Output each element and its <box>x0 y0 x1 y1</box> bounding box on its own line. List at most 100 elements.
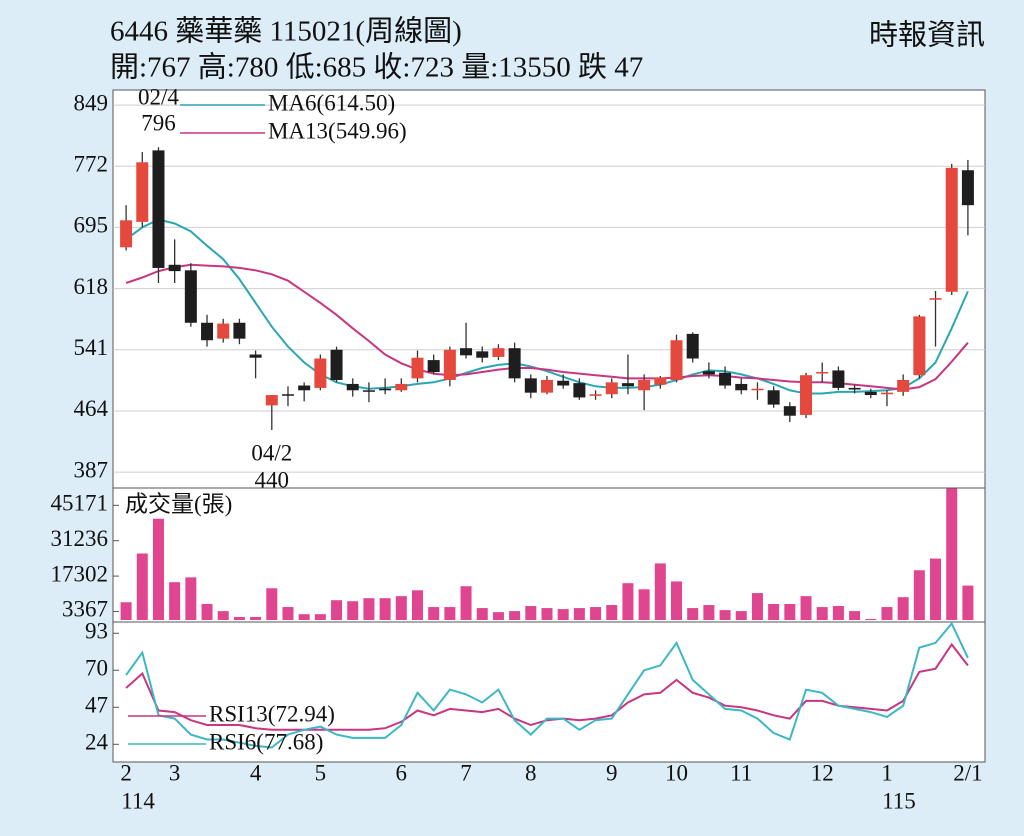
candle-body <box>395 383 408 391</box>
legend-label: MA6(614.50) <box>268 90 395 115</box>
y-tick-label: 70 <box>85 656 108 681</box>
candle-body <box>249 354 262 358</box>
candle-body <box>168 264 181 272</box>
candle-body <box>913 316 926 376</box>
volume-bar <box>411 590 423 620</box>
candle-body <box>346 383 359 391</box>
volume-bar <box>152 518 164 620</box>
candle-body <box>557 380 570 386</box>
x-tick-label: 7 <box>460 760 472 785</box>
y-tick-label: 93 <box>85 619 108 644</box>
volume-bar <box>913 570 925 620</box>
volume-bar <box>444 607 456 620</box>
candle-body <box>443 349 456 380</box>
candle-body <box>605 382 618 395</box>
x-year-label: 115 <box>882 788 916 813</box>
volume-bar <box>800 596 812 620</box>
candle-body <box>848 387 861 390</box>
volume-bar <box>606 605 618 620</box>
volume-bar <box>250 616 262 620</box>
x-tick-label: 2/1 <box>953 760 982 785</box>
volume-bar <box>573 608 585 620</box>
rsi-line <box>125 621 969 749</box>
volume-bar <box>541 608 553 620</box>
volume-bar <box>751 593 763 620</box>
candle-body <box>265 395 278 406</box>
y-tick-label: 772 <box>74 152 109 177</box>
candle-body <box>783 406 796 416</box>
candle-body <box>281 394 294 396</box>
volume-bar <box>816 607 828 620</box>
volume-bar <box>379 598 391 620</box>
plot-frame <box>112 89 986 763</box>
candle-body <box>314 358 327 388</box>
volume-bar <box>962 585 974 620</box>
candle-body <box>233 322 246 339</box>
ma-line <box>125 263 969 391</box>
candle-body <box>832 370 845 388</box>
annotation-value: 796 <box>141 110 176 135</box>
y-tick-label: 47 <box>85 693 108 718</box>
volume-bar <box>832 606 844 620</box>
candle-body <box>670 340 683 380</box>
candle-body <box>427 360 440 373</box>
candle-body <box>524 378 537 393</box>
y-tick-label: 24 <box>85 730 109 755</box>
candle-body <box>816 372 829 374</box>
x-year-label: 114 <box>121 788 155 813</box>
candle-body <box>589 394 602 396</box>
volume-bar <box>363 598 375 620</box>
volume-bar <box>185 577 197 620</box>
y-tick-label: 464 <box>74 396 109 421</box>
candle-body <box>184 270 197 323</box>
volume-bar <box>136 553 148 620</box>
annotation-value: 440 <box>255 467 290 492</box>
x-tick-label: 3 <box>169 760 181 785</box>
ma-line <box>125 218 969 395</box>
volume-bar <box>266 588 278 620</box>
legend-label: MA13(549.96) <box>268 118 407 143</box>
candle-body <box>379 388 392 391</box>
volume-bar <box>428 607 440 620</box>
volume-bar <box>865 618 877 620</box>
volume-bar <box>930 558 942 620</box>
volume-bar <box>492 612 504 620</box>
x-tick-label: 1 <box>881 760 893 785</box>
candle-body <box>411 357 424 379</box>
rsi-line <box>125 642 969 731</box>
y-tick-label: 849 <box>74 90 109 115</box>
volume-bar <box>282 607 294 620</box>
candle-body <box>929 298 942 300</box>
x-tick-label: 11 <box>730 760 752 785</box>
candle-body <box>767 390 780 405</box>
annotation-date: 04/2 <box>251 440 292 465</box>
candle-body <box>362 390 375 392</box>
volume-bar <box>654 563 666 620</box>
candle-body <box>201 322 214 341</box>
candle-body <box>508 348 521 379</box>
x-tick-label: 12 <box>811 760 834 785</box>
panel-title: 成交量(張) <box>125 491 232 516</box>
candle-body <box>136 162 149 222</box>
volume-bar <box>622 583 634 620</box>
volume-bar <box>169 582 181 620</box>
source: 時報資訊 <box>869 19 985 52</box>
candle-body <box>492 348 505 357</box>
quote-line: 開:767 高:780 低:685 收:723 量:13550 跌 47 <box>110 51 643 84</box>
candle-body <box>654 377 667 385</box>
volume-bar <box>687 608 699 620</box>
volume-bar <box>331 600 343 620</box>
candle-body <box>751 388 764 391</box>
volume-bar <box>703 605 715 620</box>
candle-body <box>735 383 748 391</box>
volume-bar <box>881 607 893 620</box>
volume-bar <box>784 604 796 620</box>
volume-bar <box>298 614 310 620</box>
volume-bar <box>638 589 650 620</box>
x-tick-label: 10 <box>665 760 688 785</box>
volume-bar <box>314 614 326 620</box>
volume-bar <box>897 597 909 620</box>
volume-bar <box>476 608 488 620</box>
legend-label: RSI6(77.68) <box>209 729 323 754</box>
candle-body <box>573 383 586 398</box>
